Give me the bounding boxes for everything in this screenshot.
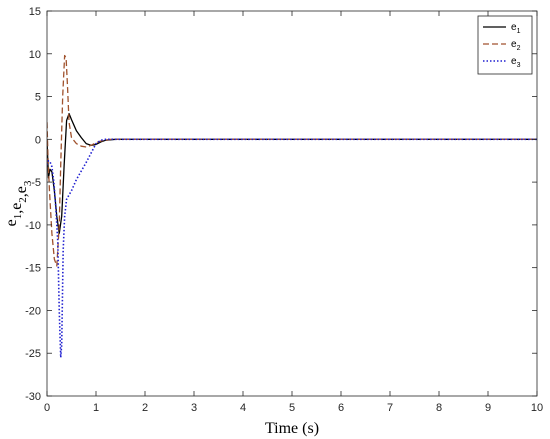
series-group — [47, 54, 537, 359]
x-tick-label: 1 — [93, 402, 99, 414]
y-tick-label: -30 — [25, 391, 41, 403]
plot-area — [47, 54, 537, 359]
y-label-subscript: 3 — [22, 180, 34, 186]
y-label-subscript: 2 — [17, 197, 29, 203]
y-tick-label: 15 — [29, 6, 41, 18]
x-tick-label: 6 — [338, 402, 344, 414]
y-label-part: ,e — [13, 186, 30, 197]
legend-label-e2: e2 — [511, 39, 521, 52]
x-tick-label: 4 — [240, 402, 246, 414]
legend-box — [477, 15, 533, 75]
x-tick-label: 7 — [387, 402, 393, 414]
series-line-e1 — [47, 113, 537, 235]
axes: 0 1 2 3 4 5 6 7 8 9 10 -30 -25 -20 -15 -10 -5 0 5 10 15 — [25, 6, 543, 414]
x-tick-label: 2 — [142, 402, 148, 414]
x-tick-label: 5 — [289, 402, 295, 414]
y-tick-label: 5 — [35, 92, 41, 104]
y-tick-label: -20 — [25, 305, 41, 317]
x-tick-label: 10 — [531, 402, 543, 414]
y-label-part: e — [3, 219, 20, 226]
x-tick-label: 8 — [436, 402, 442, 414]
y-tick-label: -5 — [31, 177, 41, 189]
y-label-part: ,e — [8, 203, 25, 214]
series-line-e2 — [47, 54, 537, 267]
series-line-e3 — [47, 138, 537, 359]
x-tick-label: 0 — [44, 402, 50, 414]
x-tick-label: 9 — [485, 402, 491, 414]
y-tick-label: 10 — [29, 49, 41, 61]
legend: e1 e2 e3 — [477, 15, 533, 75]
y-tick-label: 0 — [35, 134, 41, 146]
x-axis-label: Time (s) — [265, 420, 319, 437]
y-tick-label: -10 — [25, 220, 41, 232]
y-label-subscript: 1 — [12, 214, 24, 220]
x-tick-label: 3 — [191, 402, 197, 414]
y-tick-label: -25 — [25, 348, 41, 360]
y-axis-label: e1,e2,e3 — [3, 180, 34, 226]
legend-label-e1: e1 — [511, 22, 521, 35]
legend-label-e3: e3 — [511, 56, 521, 69]
axes-box — [46, 10, 538, 397]
y-tick-label: -15 — [25, 263, 41, 275]
